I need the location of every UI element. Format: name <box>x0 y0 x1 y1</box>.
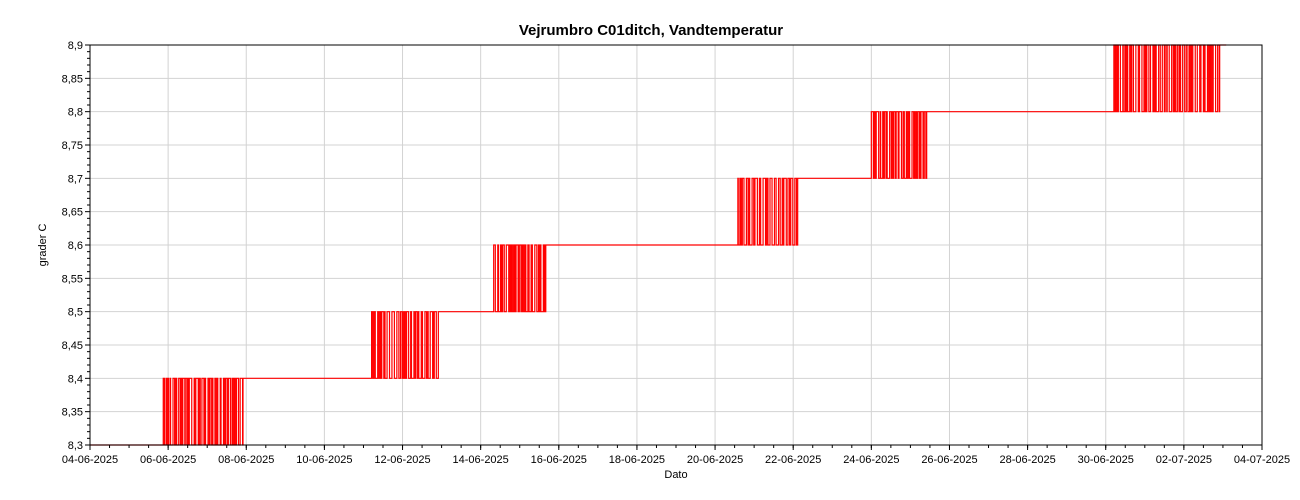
x-tick-label: 30-06-2025 <box>1078 454 1134 466</box>
y-tick-label: 8,7 <box>68 173 83 185</box>
x-tick-label: 04-07-2025 <box>1234 454 1290 466</box>
x-tick-label: 08-06-2025 <box>218 454 274 466</box>
y-tick-label: 8,65 <box>62 207 83 219</box>
x-tick-label: 04-06-2025 <box>62 454 118 466</box>
y-tick-label: 8,3 <box>68 440 83 452</box>
y-tick-label: 8,45 <box>62 340 83 352</box>
x-tick-label: 22-06-2025 <box>765 454 821 466</box>
y-tick-label: 8,6 <box>68 240 83 252</box>
y-tick-label: 8,5 <box>68 307 83 319</box>
chart-title: Vejrumbro C01ditch, Vandtemperatur <box>519 22 783 39</box>
y-axis-title: grader C <box>37 224 49 267</box>
x-tick-label: 12-06-2025 <box>374 454 430 466</box>
x-tick-label: 10-06-2025 <box>296 454 352 466</box>
series-layer <box>90 44 1227 446</box>
x-tick-label: 26-06-2025 <box>921 454 977 466</box>
x-tick-label: 28-06-2025 <box>999 454 1055 466</box>
x-tick-label: 18-06-2025 <box>609 454 665 466</box>
x-tick-label: 06-06-2025 <box>140 454 196 466</box>
x-tick-label: 20-06-2025 <box>687 454 743 466</box>
temperature-series-line <box>90 44 1227 446</box>
y-tick-label: 8,75 <box>62 140 83 152</box>
axes: 8,3 8,35 8,4 8,45 8,5 8,55 8,6 8,65 8,7 8,75 8,8 8,… <box>62 40 1291 466</box>
y-tick-label: 8,35 <box>62 407 83 419</box>
y-tick-label: 8,4 <box>68 373 83 385</box>
x-tick-label: 24-06-2025 <box>843 454 899 466</box>
x-tick-label: 16-06-2025 <box>531 454 587 466</box>
y-tick-label: 8,8 <box>68 107 83 119</box>
x-tick-label: 02-07-2025 <box>1156 454 1212 466</box>
y-tick-label: 8,9 <box>68 40 83 52</box>
y-tick-label: 8,85 <box>62 73 83 85</box>
y-tick-label: 8,55 <box>62 273 83 285</box>
x-axis-title: Dato <box>664 469 687 481</box>
x-tick-label: 14-06-2025 <box>453 454 509 466</box>
